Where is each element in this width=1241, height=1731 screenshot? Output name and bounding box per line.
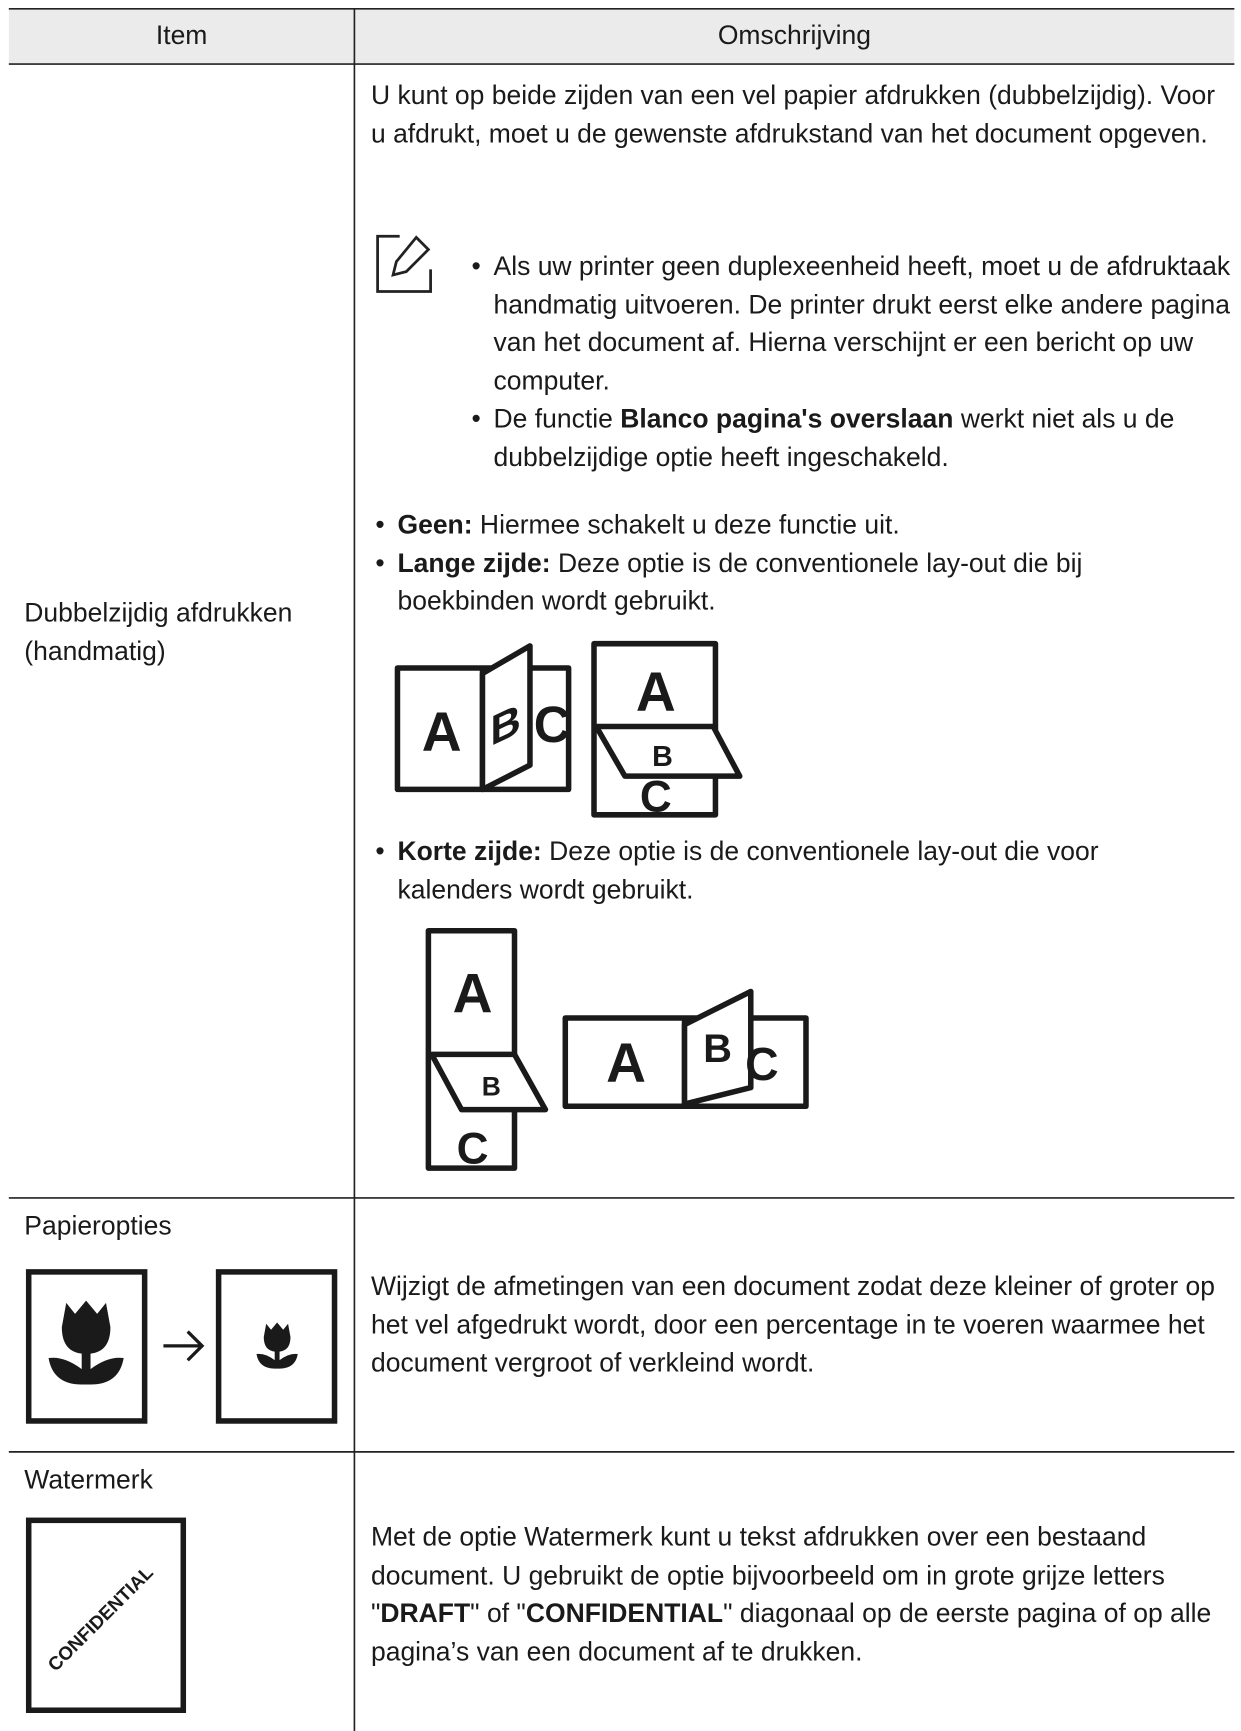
paragraph: Met de optie Watermerk kunt u tekst afdr… xyxy=(371,1519,1232,1671)
page-letter: A xyxy=(636,661,676,723)
page-letter: A xyxy=(453,962,493,1024)
note-icon xyxy=(376,234,432,293)
note-item: Als uw printer geen duplexeenheid heeft,… xyxy=(471,248,1233,400)
text: Als uw printer geen duplexeenheid heeft,… xyxy=(493,251,1231,396)
note-item: De functie Blanco pagina's overslaan wer… xyxy=(471,401,1233,477)
page-letter: B xyxy=(482,1071,501,1101)
bold-text: DRAFT xyxy=(380,1598,471,1629)
long-edge-illustration xyxy=(394,640,743,818)
scaling-illustration xyxy=(25,1269,338,1424)
header-cell: Item xyxy=(155,20,208,51)
short-edge-illustration xyxy=(425,927,809,1171)
page-letter: C xyxy=(534,696,571,753)
page-letter: C xyxy=(745,1038,778,1090)
page-letter: A xyxy=(422,701,462,763)
option-item: Korte zijde: Deze optie is de convention… xyxy=(375,834,1170,910)
note-list: Als uw printer geen duplexeenheid heeft,… xyxy=(471,248,1233,477)
text: Hiermee schakelt u deze functie uit. xyxy=(479,510,900,540)
page-letter: B xyxy=(652,741,673,773)
text: werkt niet als u de dubbelzijdige optie … xyxy=(493,404,1175,472)
watermark-text: CONFIDENTIAL xyxy=(44,1562,158,1676)
page-letter: B xyxy=(703,1027,732,1071)
long-edge-letters: A B C A B C xyxy=(422,661,676,821)
item-cell: Dubbelzijdig afdrukken (handmatig) xyxy=(24,598,293,667)
option-label: Korte zijde: xyxy=(397,836,542,867)
text: " diagonaal op de eerste pagina of op al… xyxy=(370,1598,1212,1667)
short-edge-letters: A B C A B C xyxy=(453,962,779,1173)
header-cell: Omschrijving xyxy=(717,20,871,51)
option-label: Lange zijde: xyxy=(397,548,551,578)
item-cell: Watermerk xyxy=(24,1465,153,1495)
option-item: Geen: Hiermee schakelt u deze functie ui… xyxy=(375,507,1148,545)
table-lines xyxy=(8,8,1235,1731)
paragraph: Wijzigt de afmetingen van een document z… xyxy=(370,1271,1215,1378)
text: Met de optie Watermerk kunt u tekst afdr… xyxy=(370,1522,1165,1629)
item-cell: Papieropties xyxy=(24,1211,172,1241)
paragraph: U kunt op beide zijden van een vel papie… xyxy=(370,80,1216,149)
text: Deze optie is de conventionele lay-out d… xyxy=(397,548,1083,617)
option-list: Geen: Hiermee schakelt u deze functie ui… xyxy=(375,507,1148,621)
text: De functie xyxy=(493,404,613,434)
page-letter: A xyxy=(606,1032,646,1094)
option-list: Korte zijde: Deze optie is de convention… xyxy=(375,834,1170,910)
text: Deze optie is de conventionele lay-out d… xyxy=(397,836,1099,905)
watermark-illustration: CONFIDENTIAL xyxy=(25,1517,187,1713)
option-label: Geen: xyxy=(397,510,473,540)
page-letter: C xyxy=(457,1125,489,1174)
header-background xyxy=(8,8,1235,65)
bold-text: CONFIDENTIAL xyxy=(525,1598,724,1629)
bold-text: Blanco pagina's overslaan xyxy=(620,404,954,434)
page-letter: C xyxy=(640,773,672,822)
text: " of " xyxy=(470,1598,526,1629)
option-item: Lange zijde: Deze optie is de convention… xyxy=(375,545,1148,621)
